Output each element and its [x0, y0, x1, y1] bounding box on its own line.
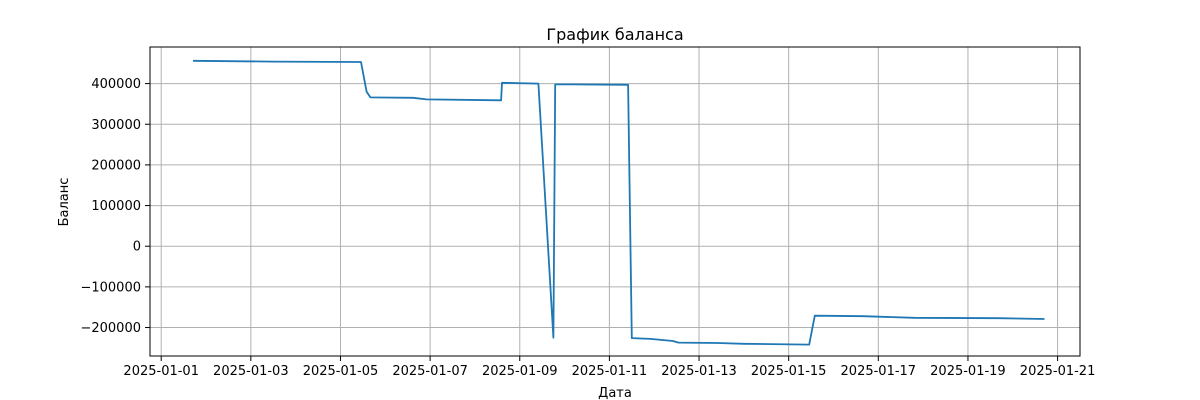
x-tick-label: 2025-01-11 [572, 364, 648, 379]
x-tick-label: 2025-01-17 [841, 364, 917, 379]
x-axis-label: Дата [598, 386, 632, 400]
plot-frame [149, 46, 1081, 357]
y-tick-label: −100000 [80, 280, 141, 295]
balance-series-line [192, 59, 1045, 346]
y-tick-label: 200000 [91, 158, 141, 173]
y-tick-label: 0 [133, 240, 141, 255]
chart-title: График баланса [546, 25, 683, 44]
y-tick-label: 400000 [91, 77, 141, 92]
y-tick-label: 100000 [91, 199, 141, 214]
x-tick-label: 2025-01-09 [482, 364, 558, 379]
x-tick-label: 2025-01-01 [123, 364, 199, 379]
x-tick-label: 2025-01-13 [661, 364, 737, 379]
grid-lines [150, 47, 1080, 356]
x-tick-label: 2025-01-05 [303, 364, 379, 379]
y-tick-label: −200000 [80, 321, 141, 336]
x-tick-label: 2025-01-07 [392, 364, 468, 379]
x-tick-label: 2025-01-19 [930, 364, 1006, 379]
y-tick-label: 300000 [91, 118, 141, 133]
x-tick-label: 2025-01-03 [213, 364, 289, 379]
x-tick-label: 2025-01-21 [1020, 364, 1096, 379]
x-tick-label: 2025-01-15 [751, 364, 827, 379]
axis-ticks: 2025-01-01 2025-01-03 2025-01-05 2025-01-07… [80, 77, 1095, 379]
series-layer [192, 59, 1045, 346]
y-axis-label: Баланс [57, 178, 72, 227]
